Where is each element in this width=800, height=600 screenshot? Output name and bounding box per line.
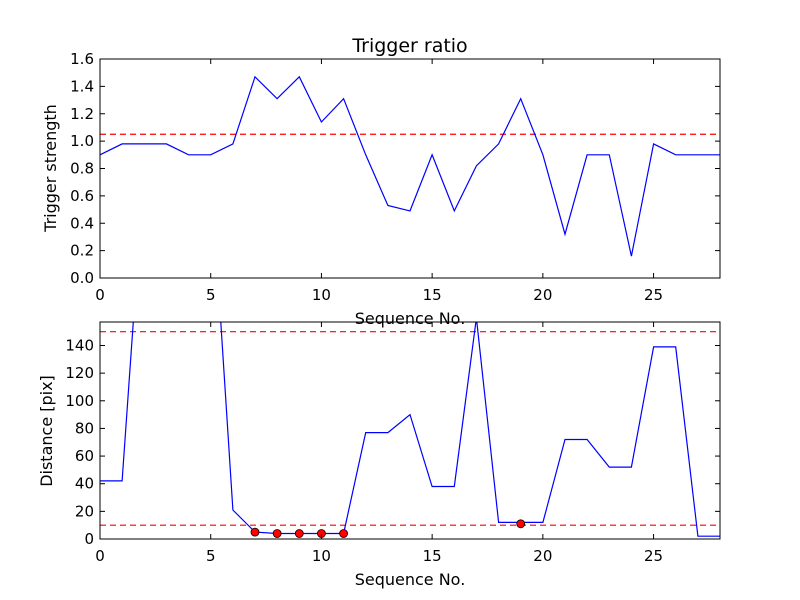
top-x-tick-label: 20	[533, 286, 552, 304]
top-y-tick-label: 0.8	[70, 160, 94, 178]
top-y-tick-label: 0.4	[70, 214, 94, 232]
bottom-y-tick-label: 60	[75, 447, 94, 465]
top-axes-frame	[99, 58, 721, 279]
top-x-axis-label: Sequence No.	[355, 309, 466, 328]
bottom-series-line-0	[100, 322, 720, 537]
top-x-tick-label: 10	[312, 286, 331, 304]
top-y-tick-label: 0.6	[70, 187, 94, 205]
top-x-tick-label: 0	[95, 286, 105, 304]
bottom-x-axis-label: Sequence No.	[355, 570, 466, 589]
bottom-x-tick-label: 10	[312, 547, 331, 565]
top-y-tick-label: 1.0	[70, 132, 94, 150]
bottom-x-tick-label: 20	[533, 547, 552, 565]
bottom-marker-point	[339, 529, 348, 538]
bottom-y-tick-label: 80	[75, 419, 94, 437]
top-x-tick-label: 25	[644, 286, 663, 304]
bottom-x-tick-label: 25	[644, 547, 663, 565]
bottom-y-tick-label: 120	[65, 364, 94, 382]
top-y-tick-label: 1.6	[70, 50, 94, 68]
bottom-subplot: Sequence No. Distance [pix] 0 5 10 15 20 25 0 2…	[37, 321, 721, 589]
bottom-y-tick-label: 20	[75, 502, 94, 520]
bottom-x-tick-label: 0	[95, 547, 105, 565]
top-series-line-0	[100, 75, 720, 257]
top-y-tick-label: 0.2	[70, 242, 94, 260]
top-data-area	[100, 75, 720, 257]
top-chart-title: Trigger ratio	[351, 35, 467, 57]
top-y-axis-label: Trigger strength	[41, 104, 60, 233]
bottom-y-tick-label: 0	[84, 530, 94, 548]
bottom-x-tick-label: 15	[423, 547, 442, 565]
bottom-y-tick-label: 100	[65, 392, 94, 410]
bottom-y-tick-label: 140	[65, 336, 94, 354]
bottom-axes-frame	[99, 321, 721, 540]
top-y-tick-label: 1.2	[70, 105, 94, 123]
bottom-marker-point	[516, 519, 526, 529]
bottom-x-tick-label: 5	[206, 547, 216, 565]
top-y-tick-label: 1.4	[70, 77, 94, 95]
top-y-tick-label: 0.0	[70, 269, 94, 287]
bottom-y-axis-label: Distance [pix]	[37, 375, 56, 487]
bottom-marker-point	[272, 529, 282, 538]
bottom-marker-point	[294, 529, 304, 538]
bottom-y-tick-label: 40	[75, 475, 94, 493]
top-x-tick-label: 5	[206, 286, 216, 304]
top-subplot: Trigger ratio Sequence No. Trigger stren…	[41, 35, 721, 328]
bottom-marker-point	[250, 527, 260, 537]
bottom-data-area	[100, 322, 720, 538]
top-x-tick-label: 15	[423, 286, 442, 304]
